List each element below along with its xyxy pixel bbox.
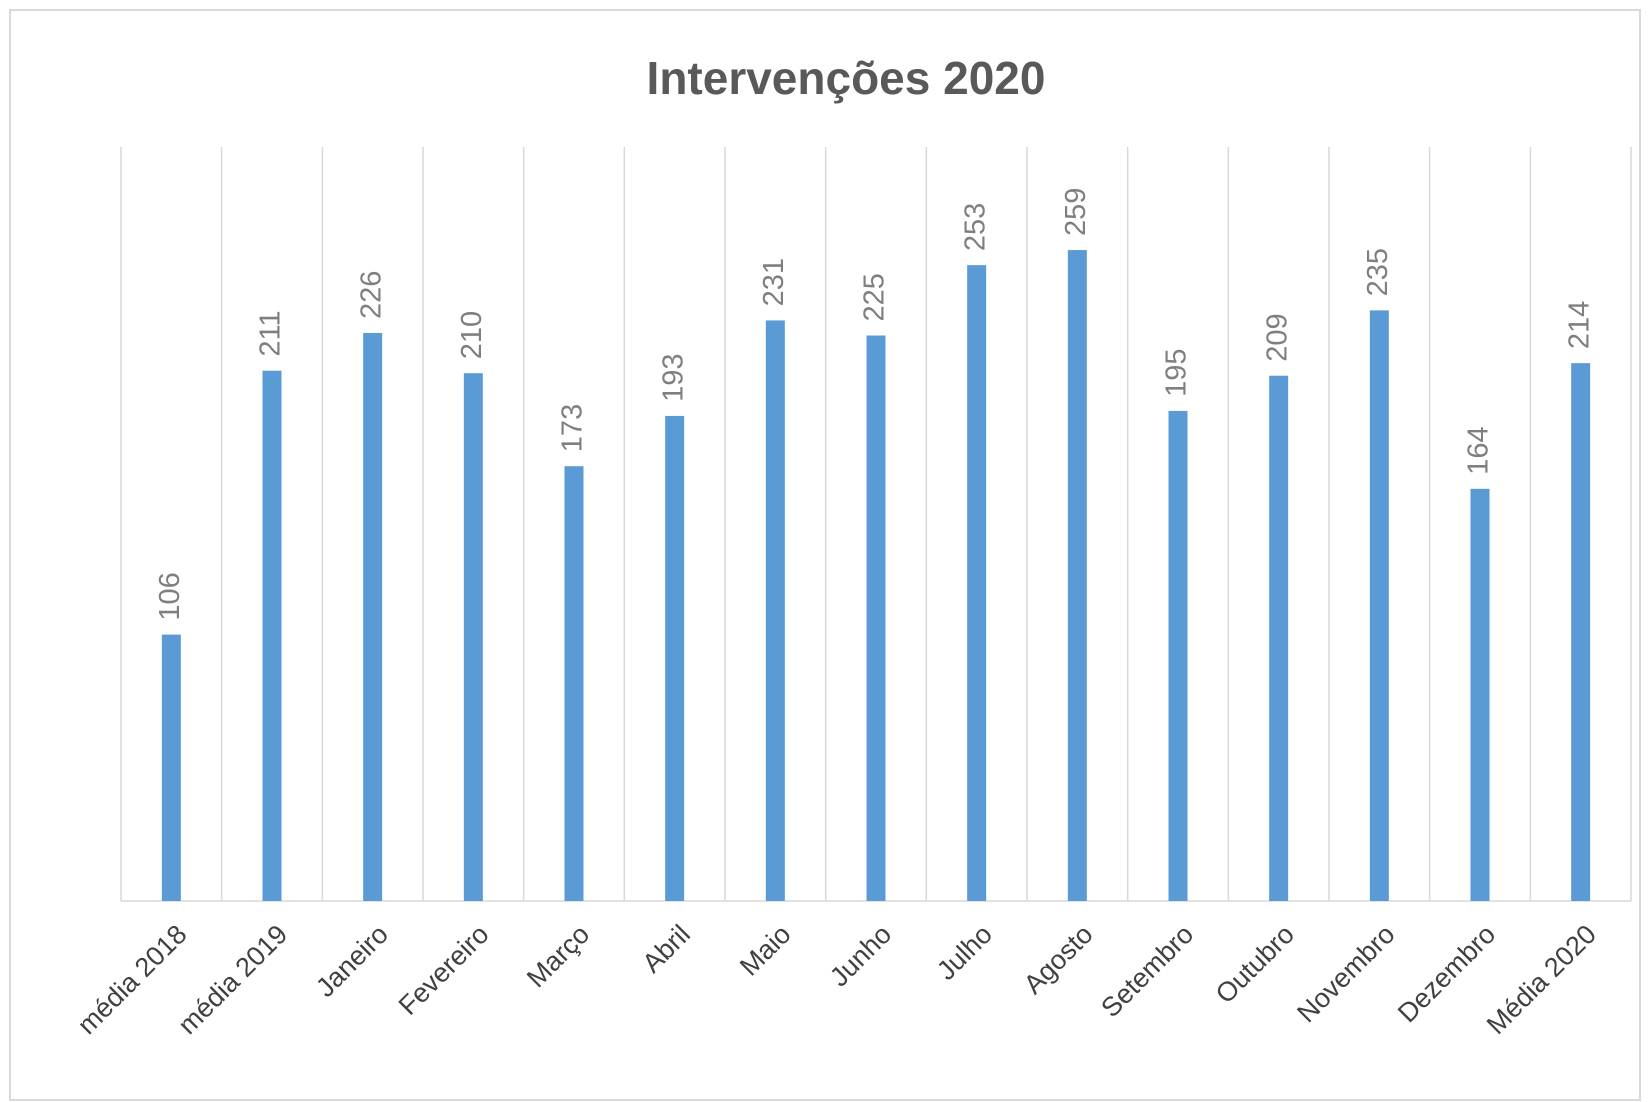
- data-label: 214: [1563, 301, 1595, 349]
- bar: [463, 373, 483, 901]
- bar: [866, 335, 886, 901]
- data-label: 193: [657, 354, 689, 402]
- data-label: 226: [355, 271, 387, 319]
- data-label: 195: [1161, 349, 1193, 397]
- data-label: 235: [1362, 248, 1394, 296]
- bar: [363, 332, 383, 901]
- bar: [1470, 488, 1490, 901]
- bar: [1269, 375, 1289, 901]
- bar: [765, 320, 785, 901]
- data-label: 253: [959, 203, 991, 251]
- bar: [564, 466, 584, 901]
- data-label: 211: [255, 310, 287, 356]
- data-label: 209: [1261, 313, 1293, 361]
- data-label: 225: [859, 273, 891, 321]
- bar: [262, 370, 282, 902]
- bar: [967, 265, 987, 901]
- bar: [1571, 363, 1591, 901]
- bar: [1369, 310, 1389, 901]
- data-label: 164: [1463, 426, 1495, 474]
- bar: [1168, 410, 1188, 901]
- data-label: 210: [456, 311, 488, 359]
- chart-title: Intervenções 2020: [647, 52, 1046, 104]
- bar: [1067, 250, 1087, 902]
- data-label: 231: [758, 258, 790, 306]
- bar: [161, 634, 181, 901]
- data-label: 173: [557, 404, 589, 452]
- bar: [665, 415, 685, 901]
- data-label: 259: [1060, 188, 1092, 236]
- data-label: 106: [154, 572, 186, 620]
